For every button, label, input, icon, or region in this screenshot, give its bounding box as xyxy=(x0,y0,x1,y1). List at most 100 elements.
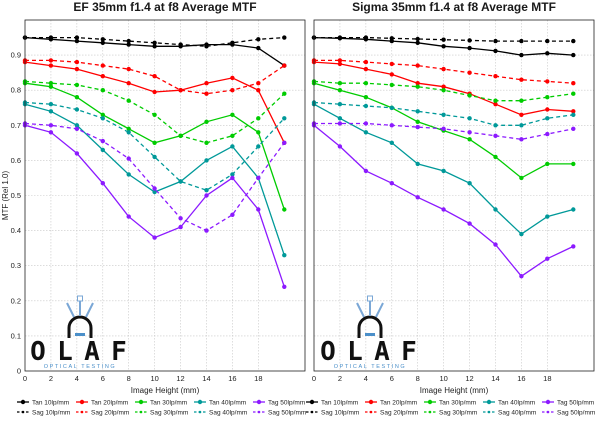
series-sag-20lp-mm xyxy=(311,58,576,86)
data-point xyxy=(441,88,446,93)
legend-swatch-marker xyxy=(369,410,373,414)
logo-bar xyxy=(75,333,85,336)
legend-label: Tan 30lp/mm xyxy=(150,399,187,406)
logo-subtitle: OPTICAL TESTING xyxy=(44,364,117,370)
data-point xyxy=(363,95,369,100)
logo-ray xyxy=(85,302,94,318)
data-point xyxy=(441,66,446,72)
data-point xyxy=(337,58,343,63)
data-point xyxy=(230,112,235,118)
legend-item: Sag 50lp/mm xyxy=(542,409,595,416)
olaf-logo-icon xyxy=(356,295,384,338)
data-point xyxy=(389,140,394,145)
data-point xyxy=(74,82,80,88)
series-line xyxy=(24,122,285,232)
data-point xyxy=(337,61,343,67)
data-point xyxy=(571,244,576,249)
legend-swatch-marker xyxy=(427,399,433,405)
data-point xyxy=(467,137,472,142)
data-point xyxy=(467,221,472,226)
y-tick-label: 0.4 xyxy=(11,226,21,235)
y-tick-label: 0.7 xyxy=(11,121,21,130)
data-point xyxy=(441,112,446,118)
data-point xyxy=(100,88,106,93)
data-point xyxy=(282,91,287,96)
olaf-logo-icon xyxy=(66,295,94,338)
legend-label: Sag 40lp/mm xyxy=(498,409,536,416)
data-point xyxy=(126,130,131,135)
legend-item: Sag 50lp/mm xyxy=(253,409,306,416)
data-point xyxy=(126,126,131,131)
legend-label: Tan 20lp/mm xyxy=(91,399,128,406)
logo-letter: A xyxy=(374,337,390,367)
data-point xyxy=(74,35,80,40)
series-sag-40lp-mm xyxy=(311,100,576,128)
data-point xyxy=(545,256,550,261)
data-point xyxy=(545,116,550,121)
data-point xyxy=(389,105,394,111)
logo-letter: O xyxy=(320,337,336,367)
data-point xyxy=(337,81,343,86)
data-point xyxy=(493,123,498,128)
legend-label: Sag 20lp/mm xyxy=(380,409,418,416)
data-point xyxy=(363,66,369,72)
data-point xyxy=(441,37,446,42)
legend-swatch-marker xyxy=(139,410,143,414)
data-point xyxy=(337,35,343,40)
data-point xyxy=(256,175,261,181)
data-point xyxy=(493,102,498,107)
legend-item: Sag 40lp/mm xyxy=(194,409,247,416)
data-point xyxy=(74,95,80,100)
data-point xyxy=(230,144,235,149)
data-point xyxy=(230,75,235,81)
x-axis-label: Image Height (mm) xyxy=(131,386,200,395)
legend-item: Tan 30lp/mm xyxy=(424,399,476,406)
data-point xyxy=(256,130,261,135)
data-point xyxy=(48,35,54,40)
data-point xyxy=(178,42,183,47)
data-point xyxy=(204,91,209,96)
legend-item: Sag 30lp/mm xyxy=(135,409,188,416)
data-point xyxy=(152,40,157,45)
legend-swatch-marker xyxy=(309,399,315,405)
series-tan-20lp-mm xyxy=(311,59,576,118)
legend-swatch-marker xyxy=(486,399,492,405)
series-sag-30lp-mm xyxy=(311,79,576,103)
y-axis-label: MTF (Rel 1.0) xyxy=(1,171,10,221)
data-point xyxy=(415,195,420,200)
legend-swatch-marker xyxy=(310,410,314,414)
data-point xyxy=(571,38,576,44)
data-point xyxy=(467,93,472,98)
data-point xyxy=(74,38,80,44)
data-point xyxy=(493,207,498,212)
legend-swatch-marker xyxy=(256,399,262,405)
data-point xyxy=(126,38,131,44)
x-tick-label: 14 xyxy=(491,374,499,383)
legend-swatch-marker xyxy=(197,399,203,405)
logo-letter: A xyxy=(84,337,100,367)
data-point xyxy=(74,107,80,112)
data-point xyxy=(74,151,80,156)
x-tick-label: 16 xyxy=(517,374,525,383)
legend-swatch-marker xyxy=(21,410,25,414)
x-tick-label: 12 xyxy=(465,374,473,383)
data-point xyxy=(467,45,472,51)
data-point xyxy=(415,124,420,130)
data-point xyxy=(519,231,524,237)
plot-frame xyxy=(313,19,595,372)
data-point xyxy=(256,144,261,149)
data-point xyxy=(152,189,157,195)
data-point xyxy=(152,235,157,240)
data-point xyxy=(571,91,576,96)
legend-label: Tag 50lp/mm xyxy=(268,399,305,406)
legend-label: Tan 20lp/mm xyxy=(380,399,417,406)
x-tick-label: 18 xyxy=(254,374,262,383)
data-point xyxy=(100,181,106,186)
data-point xyxy=(363,103,369,109)
legend-label: Tan 40lp/mm xyxy=(209,399,246,406)
logo-ray-cap xyxy=(77,295,83,302)
legend-item: Tan 10lp/mm xyxy=(306,399,358,406)
y-tick-label: 0.3 xyxy=(11,261,21,270)
series-sag-50lp-mm xyxy=(311,121,576,142)
legend-swatch-marker xyxy=(257,410,261,414)
